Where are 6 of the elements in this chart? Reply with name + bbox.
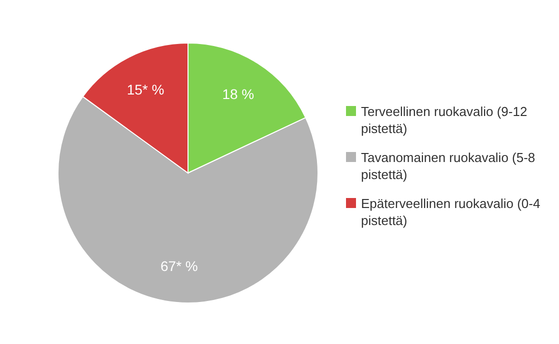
legend-label: Tavanomainen ruokavalio (5-8 pistettä) bbox=[361, 149, 536, 183]
legend-label: Terveellinen ruokavalio (9-12 pistettä) bbox=[361, 103, 528, 137]
data-label: 67* % bbox=[160, 258, 198, 274]
legend-label: Epäterveellinen ruokavalio (0-4 pistettä) bbox=[361, 195, 542, 229]
data-label: 18 % bbox=[222, 86, 254, 102]
data-label: 15* % bbox=[126, 82, 164, 98]
